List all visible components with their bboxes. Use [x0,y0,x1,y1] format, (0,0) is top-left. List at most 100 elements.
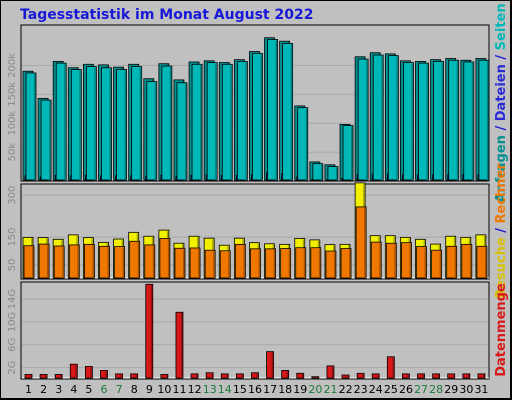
legend-part: / [494,223,509,237]
bar-shade-rechner-31 [484,247,487,278]
tick-label-bottom: 6G [7,338,18,352]
bar-datenmenge-24 [371,373,380,379]
bar-shade-rechner-26 [409,243,411,278]
day-label-29: 29 [444,383,458,396]
bar-shade-seiten-8 [139,67,142,180]
day-label-2: 2 [40,383,47,396]
bar-shade-rechner-29 [454,247,457,278]
bar-shade-rechner-27 [424,247,427,278]
day-label-20: 20 [308,383,322,396]
legend-top: Anfragen / Dateien / Seiten [494,3,509,202]
bar-shade-seiten-20 [320,164,323,180]
bar-shade-datenmenge-18 [286,371,289,378]
legend-middle: Besuche / Rechner [494,163,509,299]
bar-rechner-10 [159,238,171,279]
bar-shade-datenmenge-2 [45,375,47,378]
tick-label-middle: 50 [7,259,18,272]
bar-shade-seiten-26 [411,63,413,180]
bar-rechner-24 [370,241,382,279]
bar-shade-seiten-24 [381,56,383,180]
bar-shade-rechner-30 [469,245,472,278]
day-label-25: 25 [384,383,398,396]
bar-shade-rechner-25 [394,244,396,278]
bar-rechner-21 [325,250,337,279]
bar-shade-rechner-2 [47,245,49,278]
bar-shade-rechner-7 [122,247,125,278]
bar-shade-seiten-27 [426,64,429,180]
bar-seiten-24 [372,54,384,181]
day-label-13: 13 [203,383,217,396]
day-label-27: 27 [414,383,428,396]
tick-label-top: 100k [7,111,18,136]
bar-rechner-17 [265,248,276,279]
tick-label-top: 200k [7,53,18,78]
bar-shade-datenmenge-31 [482,374,485,378]
bar-datenmenge-16 [251,372,259,379]
bar-shade-seiten-5 [94,67,96,180]
bar-shade-rechner-6 [107,247,109,278]
bar-shade-seiten-31 [486,61,489,180]
bar-rechner-27 [416,246,427,279]
legend-part: Datenmenge [494,283,509,377]
bar-shade-seiten-15 [245,62,247,180]
bar-shade-seiten-13 [215,63,217,180]
day-label-24: 24 [369,383,383,396]
bar-seiten-22 [342,125,354,181]
legend-part: Besuche [494,237,509,299]
bar-seiten-10 [161,65,173,181]
bar-shade-datenmenge-8 [135,374,138,378]
bar-shade-rechner-9 [152,245,155,278]
bar-datenmenge-29 [447,373,456,379]
bar-rechner-29 [446,245,458,279]
bar-datenmenge-11 [175,311,184,379]
bar-shade-datenmenge-17 [271,352,274,378]
bar-rechner-14 [219,250,231,279]
bar-datenmenge-1 [24,374,33,379]
bar-rechner-28 [431,249,443,279]
bar-shade-rechner-10 [167,239,170,278]
bar-shade-rechner-20 [318,248,321,278]
tick-label-bottom: 10G [7,312,18,332]
bar-shade-rechner-14 [228,251,230,278]
bar-shade-datenmenge-12 [196,374,198,378]
bar-seiten-21 [327,166,339,181]
bar-shade-datenmenge-27 [422,374,425,378]
bar-shade-seiten-21 [335,167,338,180]
legend-bottom: Datenmenge [494,283,509,377]
bar-shade-seiten-29 [456,61,459,180]
bar-rechner-6 [99,245,110,279]
bar-datenmenge-25 [386,356,395,379]
bar-shade-datenmenge-24 [377,374,379,378]
bar-datenmenge-4 [69,363,78,379]
bar-datenmenge-10 [160,374,169,379]
bar-shade-seiten-14 [230,65,232,180]
bar-shade-datenmenge-16 [256,373,258,378]
bar-seiten-2 [40,99,52,181]
bar-shade-datenmenge-25 [392,357,394,378]
legend-part: Anfragen [494,135,509,203]
bar-datenmenge-30 [462,373,471,379]
bar-rechner-11 [174,247,186,279]
day-label-8: 8 [131,383,138,396]
bar-shade-rechner-17 [273,249,276,278]
bar-shade-rechner-12 [198,248,200,278]
day-label-5: 5 [85,383,92,396]
tick-label-bottom: 2G [7,361,18,375]
bar-shade-seiten-30 [471,62,474,180]
bar-shade-datenmenge-30 [467,374,470,378]
bar-shade-seiten-2 [49,101,51,180]
bar-rechner-4 [68,244,80,279]
bar-shade-seiten-6 [109,68,111,180]
bar-shade-rechner-15 [243,245,245,278]
bar-seiten-28 [433,61,445,181]
bar-rechner-3 [53,245,65,279]
bar-shade-seiten-18 [290,44,293,180]
bar-shade-seiten-16 [260,54,262,180]
tick-label-top: 50k [7,143,18,162]
day-label-1: 1 [25,383,32,396]
bar-seiten-19 [297,107,309,181]
day-label-19: 19 [293,383,307,396]
bar-shade-seiten-19 [305,108,308,180]
bar-shade-rechner-18 [288,249,291,278]
